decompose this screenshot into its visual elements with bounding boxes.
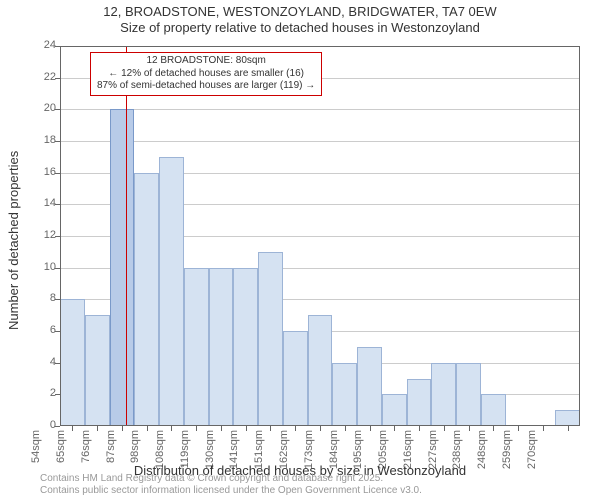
footer-attribution: Contains HM Land Registry data © Crown c…	[40, 473, 422, 496]
histogram-bar	[407, 379, 432, 427]
chart-container: 12, BROADSTONE, WESTONZOYLAND, BRIDGWATE…	[0, 0, 600, 500]
footer-line-2: Contains public sector information licen…	[40, 485, 422, 497]
y-tick-label: 16	[36, 166, 56, 178]
histogram-bar-highlighted	[110, 109, 135, 426]
x-tick-mark	[370, 426, 371, 431]
histogram-bar	[85, 315, 110, 426]
x-tick-mark	[72, 426, 73, 431]
x-tick-mark	[221, 426, 222, 431]
chart-title-block: 12, BROADSTONE, WESTONZOYLAND, BRIDGWATE…	[0, 0, 600, 35]
histogram-bar	[283, 331, 308, 426]
histogram-bar	[431, 363, 456, 426]
x-tick-mark	[518, 426, 519, 431]
histogram-bar	[382, 394, 407, 426]
reference-marker-line	[126, 46, 127, 426]
histogram-bar	[159, 157, 184, 426]
x-tick-mark	[97, 426, 98, 431]
x-tick-mark	[122, 426, 123, 431]
x-tick-mark	[196, 426, 197, 431]
x-tick-mark	[469, 426, 470, 431]
x-tick-mark	[345, 426, 346, 431]
x-tick-mark	[246, 426, 247, 431]
histogram-bar	[481, 394, 506, 426]
y-tick-label: 2	[36, 387, 56, 399]
histogram-bar	[332, 363, 357, 426]
y-tick-label: 14	[36, 197, 56, 209]
x-tick-mark	[568, 426, 569, 431]
x-tick-mark	[444, 426, 445, 431]
x-tick-mark	[270, 426, 271, 431]
x-tick-mark	[171, 426, 172, 431]
footer-line-1: Contains HM Land Registry data © Crown c…	[40, 473, 422, 485]
annotation-box: 12 BROADSTONE: 80sqm ← 12% of detached h…	[90, 52, 322, 96]
x-tick-mark	[394, 426, 395, 431]
y-tick-label: 22	[36, 71, 56, 83]
y-axis-label: Number of detached properties	[6, 151, 21, 330]
chart-title-line2: Size of property relative to detached ho…	[0, 20, 600, 36]
y-tick-label: 12	[36, 229, 56, 241]
histogram-bar	[233, 268, 258, 426]
x-tick-mark	[320, 426, 321, 431]
histogram-bar	[184, 268, 209, 426]
annotation-line-3: 87% of semi-detached houses are larger (…	[97, 80, 315, 93]
annotation-line-2: ← 12% of detached houses are smaller (16…	[97, 68, 315, 81]
histogram-bar	[134, 173, 159, 426]
x-tick-mark	[543, 426, 544, 431]
histogram-bar	[258, 252, 283, 426]
plot-area: 12 BROADSTONE: 80sqm ← 12% of detached h…	[60, 46, 580, 426]
histogram-bar	[209, 268, 234, 426]
y-tick-label: 24	[36, 39, 56, 51]
y-tick-label: 6	[36, 324, 56, 336]
y-tick-label: 20	[36, 102, 56, 114]
histogram-bar	[308, 315, 333, 426]
y-tick-label: 10	[36, 261, 56, 273]
annotation-line-1: 12 BROADSTONE: 80sqm	[97, 55, 315, 68]
histogram-bar	[555, 410, 580, 426]
bars-layer	[60, 46, 580, 426]
y-tick-label: 8	[36, 292, 56, 304]
x-tick-mark	[295, 426, 296, 431]
histogram-bar	[456, 363, 481, 426]
y-tick-label: 4	[36, 356, 56, 368]
x-tick-mark	[493, 426, 494, 431]
histogram-bar	[60, 299, 85, 426]
x-tick-mark	[147, 426, 148, 431]
histogram-bar	[357, 347, 382, 426]
chart-title-line1: 12, BROADSTONE, WESTONZOYLAND, BRIDGWATE…	[0, 4, 600, 20]
y-tick-label: 18	[36, 134, 56, 146]
x-tick-mark	[419, 426, 420, 431]
